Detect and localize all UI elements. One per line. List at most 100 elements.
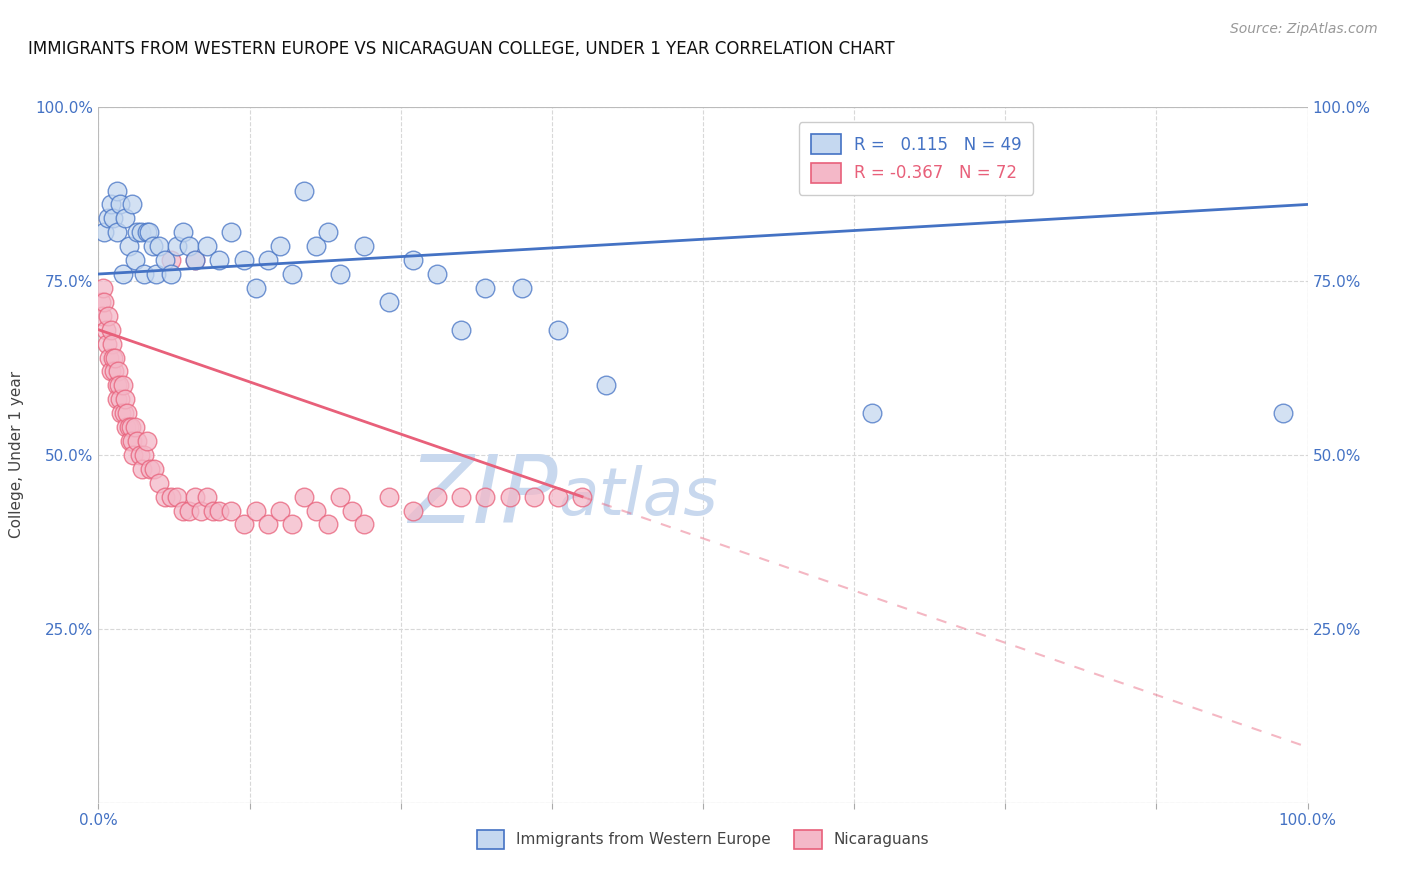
Point <box>305 503 328 517</box>
Point <box>105 225 128 239</box>
Point <box>117 406 139 420</box>
Point <box>148 475 170 490</box>
Point <box>402 253 425 268</box>
Point <box>105 392 128 407</box>
Point <box>232 517 254 532</box>
Point <box>402 503 425 517</box>
Point <box>111 267 134 281</box>
Point <box>195 490 218 504</box>
Point <box>208 503 231 517</box>
Point <box>118 239 141 253</box>
Point <box>105 378 128 392</box>
Point <box>121 197 143 211</box>
Point <box>184 490 207 504</box>
Point <box>138 225 160 239</box>
Point <box>523 490 546 504</box>
Point <box>114 211 136 226</box>
Point <box>91 309 114 323</box>
Point <box>128 448 150 462</box>
Point <box>256 253 278 268</box>
Point <box>426 490 449 504</box>
Point <box>245 281 267 295</box>
Point <box>172 225 194 239</box>
Point <box>134 448 156 462</box>
Point <box>124 253 146 268</box>
Point <box>160 253 183 268</box>
Point <box>208 253 231 268</box>
Point <box>498 490 520 504</box>
Point <box>108 392 131 407</box>
Point <box>377 294 399 309</box>
Point <box>305 239 328 253</box>
Point <box>353 239 375 253</box>
Point <box>105 184 128 198</box>
Point <box>184 253 207 268</box>
Point <box>100 336 122 351</box>
Point <box>127 434 149 448</box>
Point <box>281 267 304 281</box>
Legend: Immigrants from Western Europe, Nicaraguans: Immigrants from Western Europe, Nicaragu… <box>467 821 939 858</box>
Point <box>474 281 496 295</box>
Point <box>160 490 183 504</box>
Point <box>245 503 267 517</box>
Point <box>111 378 134 392</box>
Point <box>148 239 170 253</box>
Point <box>184 253 207 268</box>
Point <box>166 490 188 504</box>
Point <box>190 503 212 517</box>
Point <box>281 517 304 532</box>
Point <box>94 323 117 337</box>
Text: IMMIGRANTS FROM WESTERN EUROPE VS NICARAGUAN COLLEGE, UNDER 1 YEAR CORRELATION C: IMMIGRANTS FROM WESTERN EUROPE VS NICARA… <box>28 40 894 58</box>
Point <box>114 392 136 407</box>
Point <box>122 448 145 462</box>
Point <box>316 517 339 532</box>
Point <box>474 490 496 504</box>
Point <box>142 239 165 253</box>
Point <box>571 490 593 504</box>
Text: ZIP: ZIP <box>408 451 558 542</box>
Point <box>110 406 132 420</box>
Point <box>118 434 141 448</box>
Point <box>143 462 166 476</box>
Point <box>232 253 254 268</box>
Point <box>90 294 112 309</box>
Point <box>256 517 278 532</box>
Point <box>450 323 472 337</box>
Y-axis label: College, Under 1 year: College, Under 1 year <box>10 371 24 539</box>
Point <box>118 420 141 434</box>
Point <box>121 434 143 448</box>
Point <box>98 351 121 365</box>
Point <box>269 503 291 517</box>
Point <box>329 267 352 281</box>
Point <box>547 490 569 504</box>
Point <box>107 364 129 378</box>
Point <box>101 211 124 226</box>
Point <box>103 364 125 378</box>
Point <box>377 490 399 504</box>
Point <box>426 267 449 281</box>
Text: atlas: atlas <box>558 465 717 529</box>
Point <box>131 462 153 476</box>
Point <box>139 462 162 476</box>
Point <box>120 420 142 434</box>
Point <box>160 267 183 281</box>
Point <box>97 211 120 226</box>
Point <box>510 281 533 295</box>
Point <box>316 225 339 239</box>
Point <box>129 225 152 239</box>
Point <box>172 503 194 517</box>
Point <box>93 225 115 239</box>
Point <box>292 184 315 198</box>
Point <box>124 420 146 434</box>
Text: Source: ZipAtlas.com: Source: ZipAtlas.com <box>1230 22 1378 37</box>
Point <box>153 490 176 504</box>
Point <box>96 336 118 351</box>
Point <box>547 323 569 337</box>
Point <box>195 239 218 253</box>
Point <box>353 517 375 532</box>
Point <box>595 378 617 392</box>
Point <box>342 503 364 517</box>
Point <box>115 420 138 434</box>
Point <box>101 351 124 365</box>
Point <box>221 225 243 239</box>
